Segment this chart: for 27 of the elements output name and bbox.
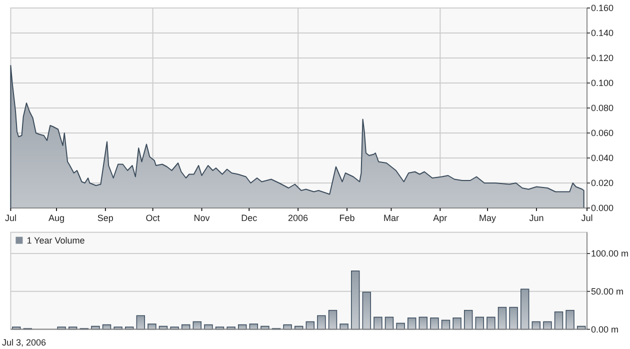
y-tick-label: 0.080 [591,103,614,113]
y-tick-label: 0.060 [591,128,614,138]
x-tick-label: Apr [433,213,448,223]
y-tick-label: 0.140 [591,28,614,38]
y-tick-label: 0.040 [591,153,614,163]
y-tick-label: 0.100 [591,78,614,88]
x-tick-label: Sep [97,213,114,223]
y-tick-label: 50.00 m [591,286,624,296]
x-tick-label: 2006 [288,213,308,223]
x-tick-label: Mar [383,213,399,223]
x-tick-label: Nov [194,213,210,223]
y-tick-label: 0.000 [591,203,614,213]
legend-label: 1 Year Volume [26,235,85,246]
x-tick-label: Jul [581,213,593,223]
y-tick-label: 0.160 [591,3,614,13]
x-tick-label: Dec [241,213,258,223]
y-tick-label: 0.120 [591,53,614,63]
x-tick-label: Jul [4,213,16,223]
y-tick-label: 100.00 m [591,248,629,259]
text: Jul 3, 2006 [2,337,46,348]
x-tick-label: Aug [48,213,64,223]
x-tick-label: May [479,213,497,223]
y-tick-label: 0.020 [591,178,614,188]
x-tick-label: Oct [146,213,160,223]
x-tick-label: Feb [339,213,355,223]
x-tick-label: Jun [529,213,544,223]
y-tick-label: 0.00 m [591,324,619,334]
